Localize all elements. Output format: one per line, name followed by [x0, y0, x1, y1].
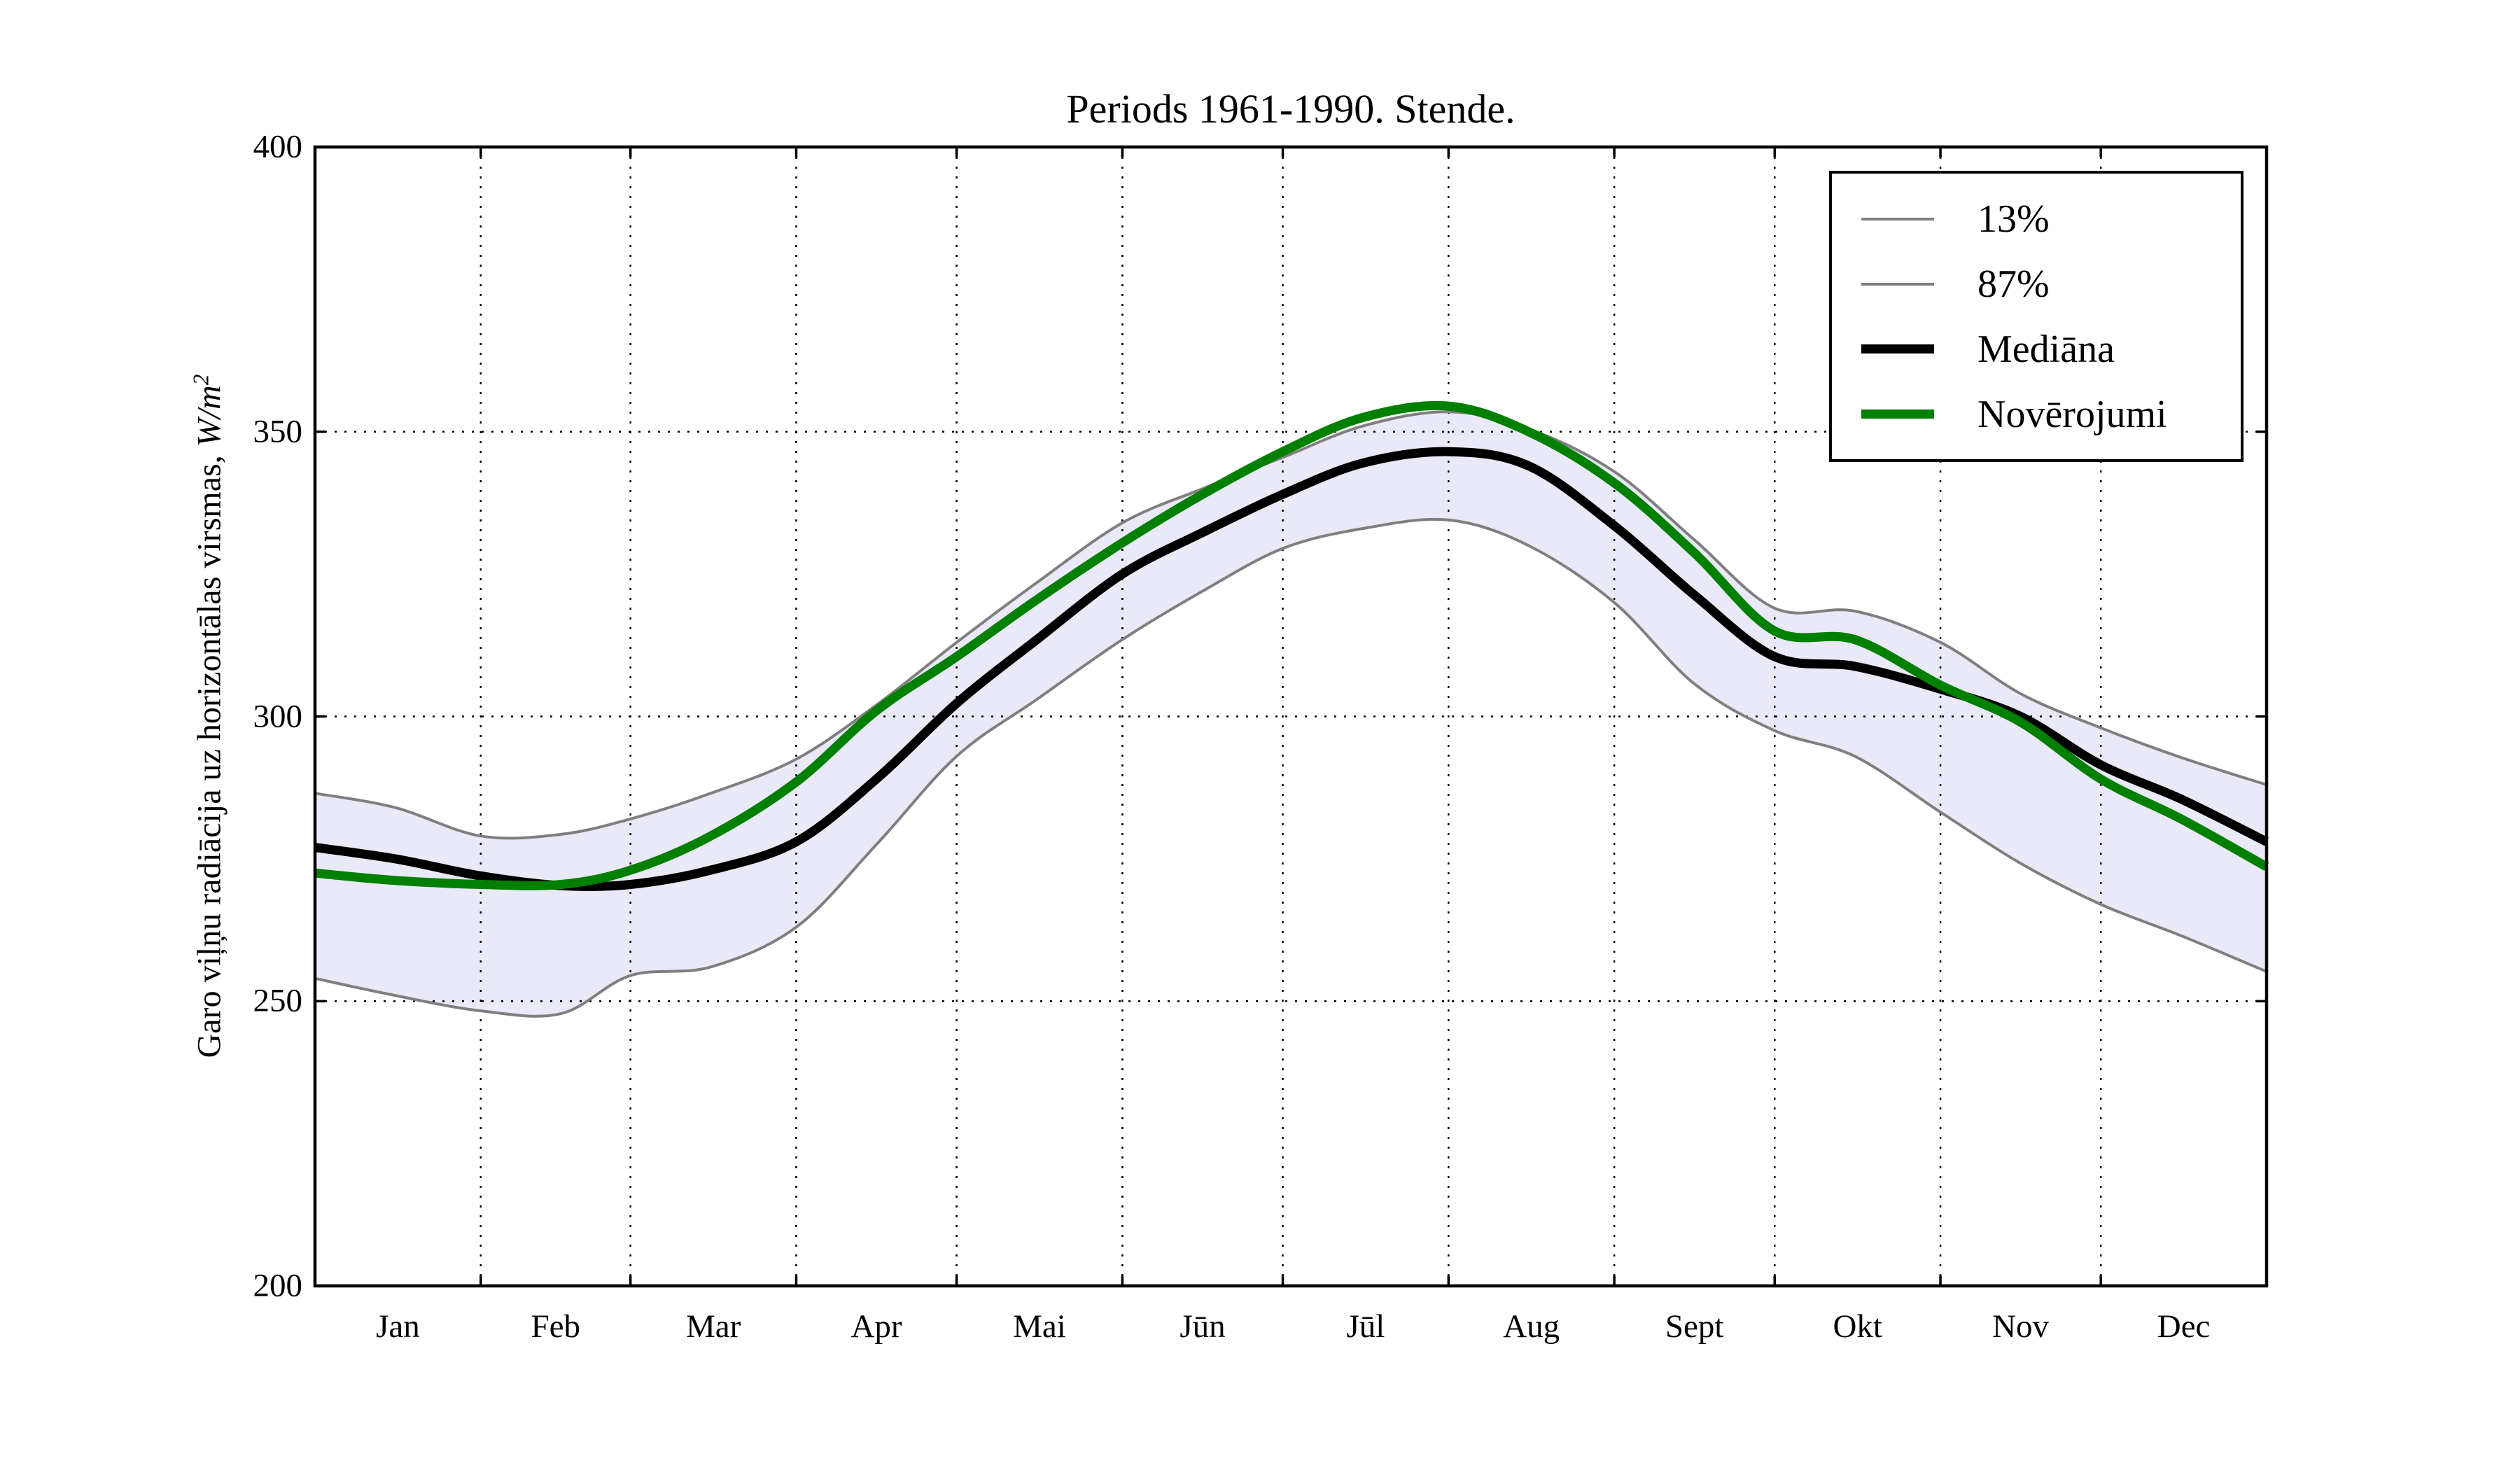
legend-line-noverojumi [1861, 410, 1934, 419]
legend-line-87pct [1861, 282, 1934, 286]
y-tick-label-250: 250 [253, 982, 303, 1019]
x-tick-label-mai: Mai [1013, 1308, 1066, 1345]
y-tick-label-350: 350 [253, 413, 303, 450]
y-tick-label-300: 300 [253, 698, 303, 734]
gridlines [315, 147, 2267, 1286]
y-axis-label-exponent: 2 [188, 374, 214, 386]
legend-label-noverojumi: Novērojumi [1977, 392, 2167, 436]
x-tick-label-nov: Nov [1992, 1308, 2050, 1345]
x-tick-label-okt: Okt [1833, 1308, 1882, 1345]
x-tick-label-feb: Feb [531, 1308, 580, 1345]
plot-border [313, 145, 2269, 1288]
x-tick-label-apr: Apr [850, 1308, 902, 1345]
y-axis-label: Garo viļņu radiācija uz horizontālas vir… [189, 374, 229, 1058]
series-band-lower [314, 517, 2267, 1018]
percentile-band-fill [315, 412, 2267, 1016]
y-axis-label-units: W/m [190, 385, 228, 447]
y-axis-label-text: Garo viļņu radiācija uz horizontālas vir… [190, 447, 228, 1058]
legend-label-mediana: Mediāna [1977, 327, 2115, 371]
legend-label-13pct: 13% [1977, 197, 2050, 241]
series-observations [314, 400, 2269, 890]
y-tick-label-200: 200 [253, 1267, 303, 1304]
legend-item-13pct: 13% [1861, 200, 2241, 239]
percentile-band [315, 412, 2267, 1016]
y-tick-label-400: 400 [253, 128, 303, 165]
legend-line-13pct [1861, 217, 1934, 220]
x-tick-label-sept: Sept [1665, 1308, 1724, 1345]
legend-item-mediana: Mediāna [1861, 330, 2241, 369]
legend-label-87pct: 87% [1977, 262, 2050, 306]
x-tick-label-jūn: Jūn [1180, 1308, 1226, 1345]
legend-box: 13% 87% Mediāna Novērojumi [1829, 171, 2244, 462]
axis-ticks [315, 147, 2267, 1286]
series-band-upper [314, 410, 2267, 840]
x-tick-label-jan: Jan [376, 1308, 420, 1345]
x-tick-label-mar: Mar [685, 1308, 741, 1345]
data-curves [314, 400, 2269, 1018]
x-tick-label-jūl: Jūl [1346, 1308, 1385, 1345]
x-tick-label-aug: Aug [1503, 1308, 1560, 1345]
legend-item-noverojumi: Novērojumi [1861, 395, 2241, 434]
chart-title: Periods 1961-1990. Stende. [1066, 86, 1516, 132]
x-tick-label-dec: Dec [2157, 1308, 2211, 1345]
legend-item-87pct: 87% [1861, 265, 2241, 304]
legend-line-mediana [1861, 344, 1934, 354]
